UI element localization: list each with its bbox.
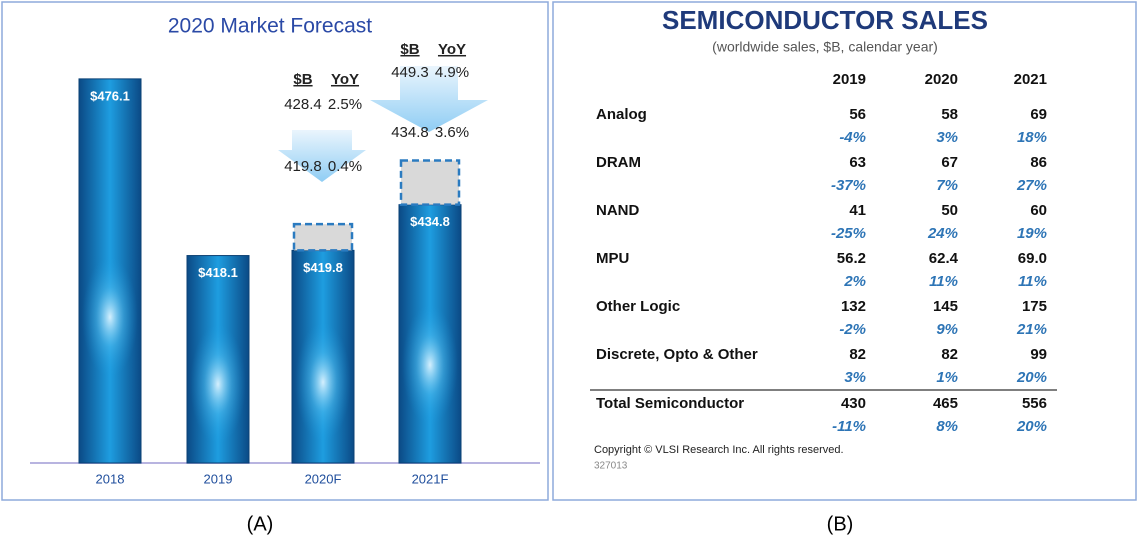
value-label: $418.1 (198, 265, 238, 280)
forecast-low: 434.8 (391, 124, 429, 141)
cell-value: 58 (941, 106, 958, 123)
bar-glow (295, 322, 351, 443)
x-tick-label: 2020F (305, 471, 342, 486)
forecast-header: YoY (331, 71, 359, 88)
forecast-range (292, 222, 354, 252)
forecast-low: 419.8 (284, 158, 322, 175)
cell-growth: 21% (1016, 321, 1047, 338)
forecast-high-yoy: 2.5% (328, 96, 362, 113)
row-label: MPU (596, 250, 629, 267)
row-label: NAND (596, 202, 639, 219)
cell-value: 145 (933, 298, 958, 315)
cell-value: 41 (849, 202, 866, 219)
forecast-high: 449.3 (391, 64, 429, 81)
cell-value: 82 (941, 346, 958, 363)
cell-growth: -11% (832, 418, 866, 435)
cell-growth: 19% (1017, 225, 1047, 242)
row-label: DRAM (596, 154, 641, 171)
caption: (B) (827, 513, 854, 535)
row-label: Total Semiconductor (596, 395, 744, 412)
cell-value: 63 (849, 154, 866, 171)
table-title: SEMICONDUCTOR SALES (662, 5, 988, 35)
cell-value: 175 (1022, 298, 1047, 315)
copyright: Copyright © VLSI Research Inc. All right… (594, 444, 844, 456)
cell-growth: 3% (844, 369, 866, 386)
cell-value: 99 (1030, 346, 1047, 363)
panel-b-border (552, 1, 1137, 501)
cell-value: 132 (841, 298, 866, 315)
cell-value: 69.0 (1018, 250, 1047, 267)
bar-glow (82, 257, 138, 378)
cell-growth: 7% (936, 177, 958, 194)
cell-value: 465 (933, 395, 958, 412)
cell-value: 86 (1030, 154, 1047, 171)
cell-growth: -25% (831, 225, 866, 242)
forecast-low-yoy: 3.6% (435, 124, 469, 141)
column-header: 2019 (833, 71, 866, 88)
cell-growth: 24% (927, 225, 958, 242)
arrow (278, 130, 366, 182)
cell-growth: 1% (936, 369, 958, 386)
value-label: $419.8 (303, 260, 343, 275)
code: 327013 (594, 461, 628, 472)
forecast-header: $B (293, 71, 312, 88)
cell-value: 56 (849, 106, 866, 123)
cell-growth: -37% (831, 177, 866, 194)
cell-growth: -2% (839, 321, 866, 338)
x-tick-label: 2018 (96, 471, 125, 486)
cell-growth: 18% (1017, 129, 1047, 146)
cell-growth: 11% (929, 273, 958, 290)
cell-value: 430 (841, 395, 866, 412)
cell-value: 62.4 (929, 250, 959, 267)
cell-value: 60 (1030, 202, 1047, 219)
cell-value: 56.2 (837, 250, 866, 267)
cell-growth: 2% (843, 273, 866, 290)
row-label: Discrete, Opto & Other (596, 346, 758, 363)
row-label: Analog (596, 106, 647, 123)
bar-glow (190, 324, 246, 445)
cell-growth: 27% (1016, 177, 1047, 194)
column-header: 2021 (1014, 71, 1047, 88)
value-label: $434.8 (410, 214, 450, 229)
cell-growth: 11% (1018, 273, 1047, 290)
cell-value: 67 (941, 154, 958, 171)
table-subtitle: (worldwide sales, $B, calendar year) (712, 39, 938, 55)
cell-value: 50 (941, 202, 958, 219)
caption: (A) (247, 513, 274, 535)
forecast-high-yoy: 4.9% (435, 64, 469, 81)
x-tick-label: 2019 (204, 471, 233, 486)
forecast-header: YoY (438, 41, 466, 58)
cell-value: 556 (1022, 395, 1047, 412)
cell-growth: 8% (936, 418, 958, 435)
value-label: $476.1 (90, 88, 130, 103)
panel-a-border (1, 1, 549, 501)
forecast-high: 428.4 (284, 96, 322, 113)
cell-growth: 20% (1016, 418, 1047, 435)
cell-growth: 9% (936, 321, 958, 338)
forecast-header: $B (400, 41, 419, 58)
row-label: Other Logic (596, 298, 680, 315)
cell-growth: -4% (839, 129, 866, 146)
chart-title: 2020 Market Forecast (168, 15, 372, 38)
bar-glow (402, 304, 458, 425)
cell-growth: 3% (936, 129, 958, 146)
cell-value: 69 (1030, 106, 1047, 123)
forecast-range (399, 159, 461, 206)
column-header: 2020 (925, 71, 958, 88)
forecast-low-yoy: 0.4% (328, 158, 362, 175)
arrows (278, 66, 488, 182)
x-tick-label: 2021F (412, 471, 449, 486)
cell-growth: 20% (1016, 369, 1047, 386)
arrow (370, 66, 488, 132)
cell-value: 82 (849, 346, 866, 363)
